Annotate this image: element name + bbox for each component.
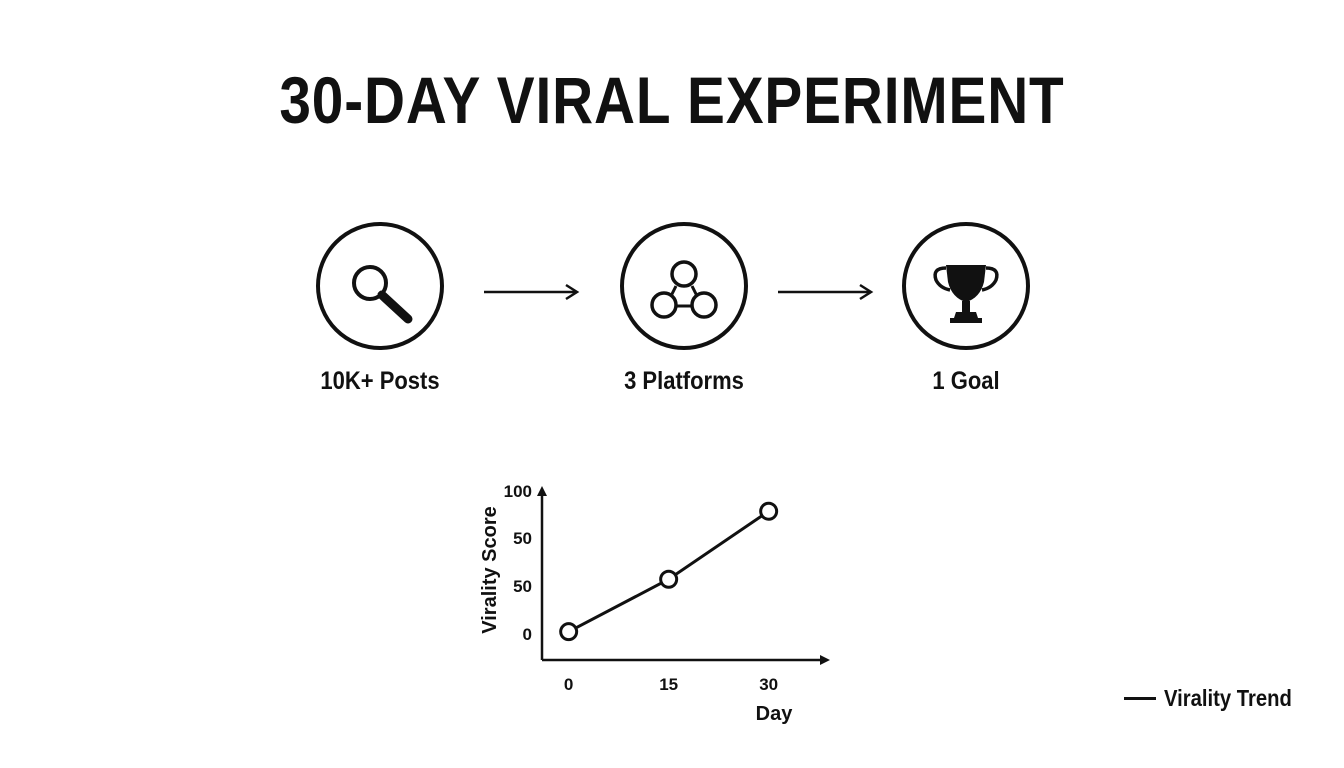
page-title: 30-DAY VIRAL EXPERIMENT xyxy=(279,63,1065,137)
step-goal: 1 Goal xyxy=(866,222,1066,396)
step-circle xyxy=(316,222,444,350)
step-label: 10K+ Posts xyxy=(320,367,440,395)
step-label: 1 Goal xyxy=(932,367,1000,395)
y-tick-label: 100 xyxy=(504,482,532,501)
y-tick-label: 50 xyxy=(513,577,532,596)
x-tick-label: 15 xyxy=(659,675,678,694)
step-posts: 10K+ Posts xyxy=(280,222,480,396)
y-axis-label: Virality Score xyxy=(479,506,501,633)
trophy-icon xyxy=(933,265,999,323)
data-point xyxy=(759,501,779,521)
magnifier-icon xyxy=(352,265,413,324)
legend-swatch xyxy=(1124,696,1156,700)
step-circle xyxy=(902,222,1030,350)
x-tick-label: 30 xyxy=(759,675,778,694)
network-nodes-icon xyxy=(650,260,718,319)
legend-label: Virality Trend xyxy=(1164,684,1292,711)
arrow-right-icon xyxy=(778,283,874,301)
data-point xyxy=(559,622,579,642)
arrow-right-icon xyxy=(484,283,580,301)
y-axis-arrow xyxy=(537,486,547,496)
chart-legend: Virality Trend xyxy=(1124,683,1309,713)
data-point xyxy=(659,569,679,589)
line-chart: 0 15 30 0 50 50 100 Day Virality Score xyxy=(479,482,830,725)
x-axis-arrow xyxy=(820,655,830,665)
step-circle xyxy=(620,222,748,350)
y-tick-label: 0 xyxy=(523,625,532,644)
y-tick-label: 50 xyxy=(513,529,532,548)
step-platforms: 3 Platforms xyxy=(584,222,784,396)
x-tick-label: 0 xyxy=(564,675,573,694)
step-label: 3 Platforms xyxy=(624,367,744,395)
x-axis-label: Day xyxy=(756,703,794,725)
